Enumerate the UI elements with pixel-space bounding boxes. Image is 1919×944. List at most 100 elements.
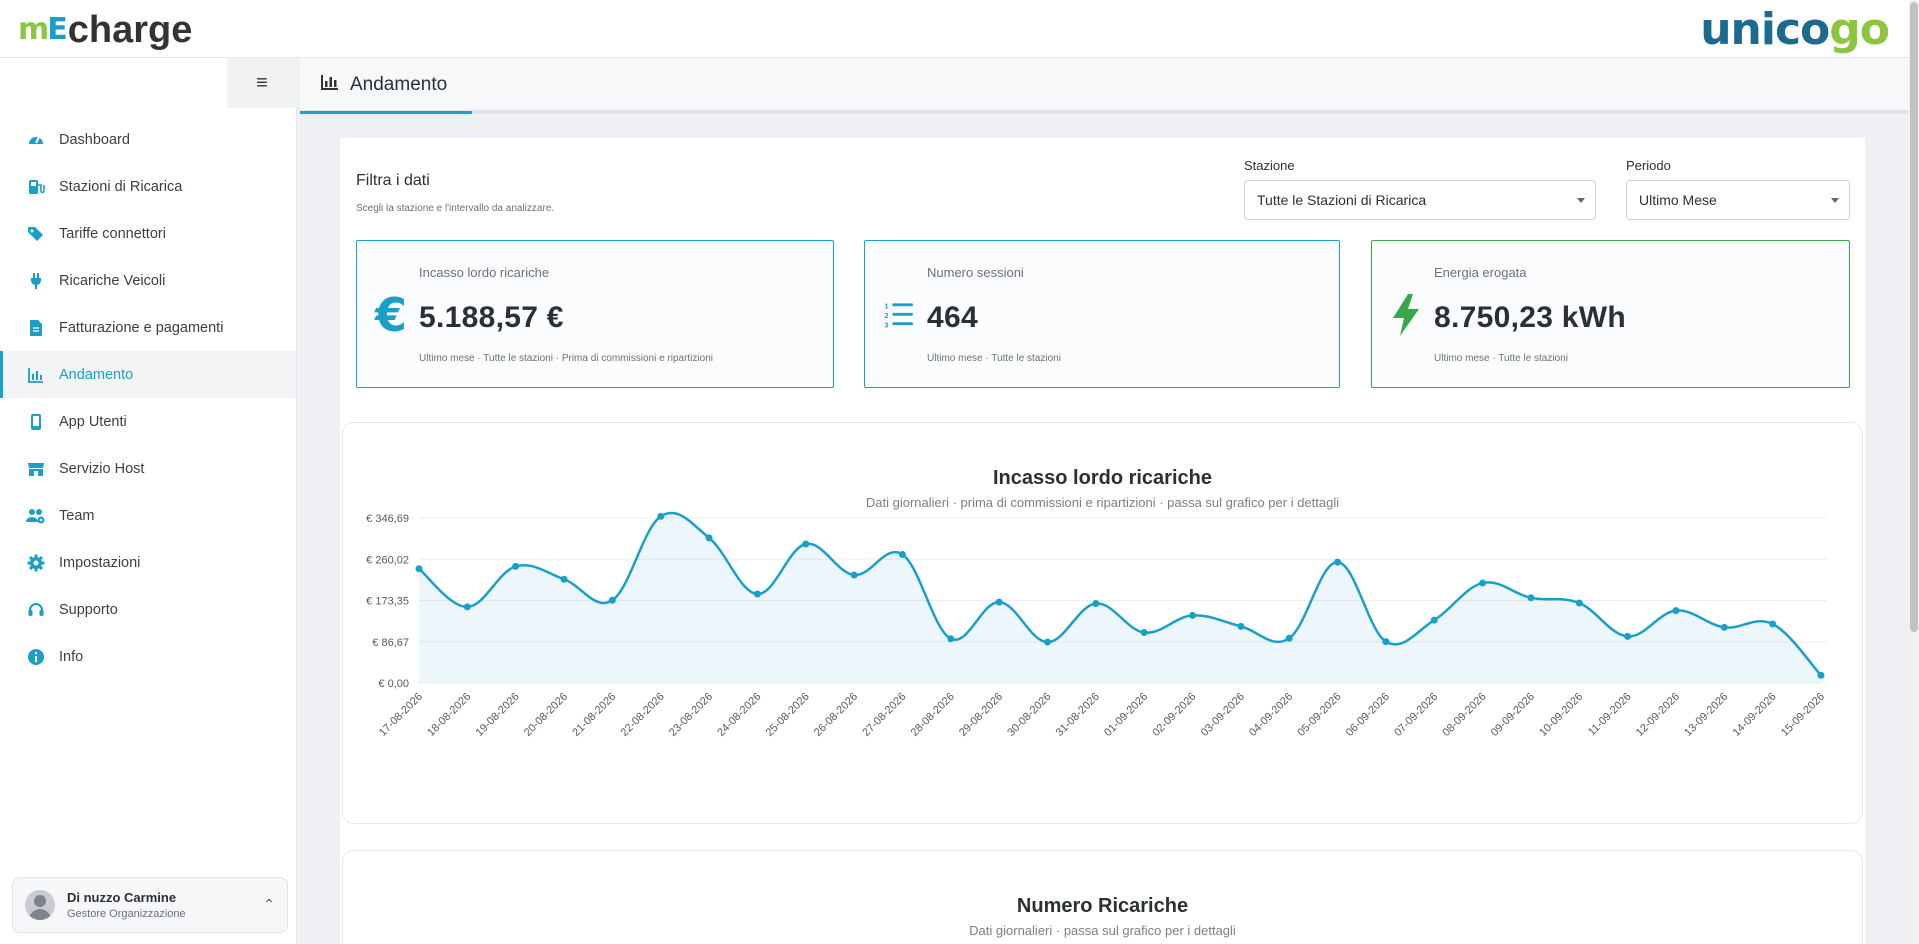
sidebar-item-tariffe[interactable]: Tariffe connettori (0, 210, 296, 257)
sidebar-item-label: Impostazioni (59, 554, 141, 571)
x-tick-label: 13-09-2026 (1682, 691, 1730, 739)
mobile-icon (25, 411, 47, 433)
data-point (1237, 622, 1245, 630)
sidebar: ≡ Dashboard Stazioni di Ricarica Tariffe… (0, 58, 297, 944)
sidebar-nav: Dashboard Stazioni di Ricarica Tariffe c… (0, 116, 296, 680)
x-tick-label: 03-09-2026 (1199, 691, 1247, 739)
sidebar-item-app-utenti[interactable]: App Utenti (0, 398, 296, 445)
data-point (898, 550, 906, 558)
users-gear-icon (25, 505, 47, 527)
user-profile-card[interactable]: Di nuzzo Carmine Gestore Organizzazione … (12, 877, 288, 933)
sidebar-item-label: Team (59, 507, 95, 524)
period-label: Periodo (1626, 158, 1671, 173)
sidebar-item-label: Fatturazione e pagamenti (59, 319, 224, 336)
y-tick-label: € 173,35 (366, 596, 409, 608)
incasso-chart[interactable]: € 0,00 € 86,67 € 173,35 € 260,02 € 346,69 17-… (343, 423, 1864, 825)
tags-icon (25, 223, 47, 245)
filter-subtitle: Scegli la stazione e l'intervallo da ana… (356, 203, 555, 214)
kpi-label: Energia erogata (1434, 265, 1527, 280)
sidebar-item-ricariche[interactable]: Ricariche Veicoli (0, 257, 296, 304)
kpi-value: 464 (927, 301, 978, 334)
filter-title: Filtra i dati (356, 172, 430, 189)
data-point (1479, 579, 1487, 587)
x-tick-label: 01-09-2026 (1102, 691, 1150, 739)
euro-icon: € (375, 288, 408, 342)
area-fill (419, 512, 1821, 683)
sidebar-item-label: App Utenti (59, 413, 127, 430)
user-name: Di nuzzo Carmine (67, 890, 177, 905)
x-tick-label: 30-08-2026 (1005, 691, 1053, 739)
sidebar-item-servizio-host[interactable]: Servizio Host (0, 445, 296, 492)
hamburger-icon: ≡ (256, 71, 268, 94)
x-tick-label: 17-08-2026 (377, 691, 425, 739)
x-tick-label: 20-08-2026 (522, 691, 570, 739)
logo-text: charge (67, 9, 193, 51)
sidebar-item-label: Tariffe connettori (59, 225, 166, 242)
station-select[interactable]: Tutte le Stazioni di Ricarica (1244, 180, 1596, 220)
svg-text:2: 2 (884, 311, 888, 320)
mecharge-logo[interactable]: mE charge (18, 10, 192, 50)
sidebar-item-impostazioni[interactable]: Impostazioni (0, 539, 296, 586)
x-tick-label: 23-08-2026 (667, 691, 715, 739)
data-point (1334, 558, 1342, 566)
dropdown-caret-icon (1577, 198, 1585, 203)
data-point (1817, 671, 1825, 679)
sidebar-item-andamento[interactable]: Andamento (0, 351, 296, 398)
station-select-value: Tutte le Stazioni di Ricarica (1257, 192, 1427, 208)
data-point (1382, 638, 1390, 646)
charging-station-icon (25, 176, 47, 198)
period-select-value: Ultimo Mese (1639, 192, 1717, 208)
bolt-icon (1390, 293, 1422, 337)
kpi-note: Ultimo mese · Tutte le stazioni · Prima … (419, 353, 713, 364)
data-point (1285, 634, 1293, 642)
plug-icon (25, 270, 47, 292)
chart-subtitle: Dati giornalieri · prima di commissioni … (865, 495, 1340, 510)
sidebar-item-fatturazione[interactable]: Fatturazione e pagamenti (0, 304, 296, 351)
x-tick-label: 15-09-2026 (1779, 691, 1827, 739)
x-tick-label: 18-08-2026 (425, 691, 473, 739)
data-point (705, 534, 713, 542)
tab-andamento[interactable]: Andamento (300, 58, 472, 114)
x-tick-label: 04-09-2026 (1247, 691, 1295, 739)
data-point (850, 571, 858, 579)
logo-mark: mE (18, 12, 68, 47)
hamburger-menu-button[interactable]: ≡ (227, 58, 297, 108)
x-tick-label: 25-08-2026 (764, 691, 812, 739)
x-tick-label: 02-09-2026 (1150, 691, 1198, 739)
chevron-up-icon[interactable]: ⌃ (263, 896, 275, 912)
data-point (1720, 623, 1728, 631)
svg-text:3: 3 (884, 320, 888, 329)
sidebar-item-supporto[interactable]: Supporto (0, 586, 296, 633)
period-select[interactable]: Ultimo Mese (1626, 180, 1850, 220)
svg-text:1: 1 (884, 301, 888, 310)
speedometer-icon (25, 129, 47, 151)
kpi-value: 5.188,57 € (419, 301, 564, 334)
unicogo-logo: unicogo (1700, 4, 1890, 55)
data-point (1430, 616, 1438, 624)
sidebar-item-label: Ricariche Veicoli (59, 272, 166, 289)
data-point (1092, 600, 1100, 608)
chart-card-incasso: Incasso lordo ricariche Dati giornalieri… (342, 422, 1863, 824)
store-icon (25, 458, 47, 480)
x-tick-label: 12-09-2026 (1634, 691, 1682, 739)
sidebar-item-label: Servizio Host (59, 460, 145, 477)
data-point (802, 540, 810, 548)
data-point (463, 603, 471, 611)
page-scrollbar[interactable] (1909, 0, 1919, 944)
kpi-note: Ultimo mese · Tutte le stazioni (927, 353, 1061, 364)
y-tick-label: € 346,69 (366, 513, 409, 525)
tab-bar: Andamento (300, 58, 1909, 114)
x-tick-label: 27-08-2026 (860, 691, 908, 739)
sidebar-item-info[interactable]: Info (0, 633, 296, 680)
x-tick-label: 31-08-2026 (1054, 691, 1102, 739)
scrollbar-thumb[interactable] (1910, 2, 1918, 632)
sidebar-item-team[interactable]: Team (0, 492, 296, 539)
x-tick-label: 22-08-2026 (619, 691, 667, 739)
kpi-note: Ultimo mese · Tutte le stazioni (1434, 353, 1568, 364)
chart-title: Numero Ricariche (1016, 895, 1189, 917)
user-role: Gestore Organizzazione (67, 908, 186, 920)
sidebar-item-stazioni[interactable]: Stazioni di Ricarica (0, 163, 296, 210)
x-tick-label: 07-09-2026 (1392, 691, 1440, 739)
sidebar-item-dashboard[interactable]: Dashboard (0, 116, 296, 163)
x-tick-label: 06-09-2026 (1344, 691, 1392, 739)
